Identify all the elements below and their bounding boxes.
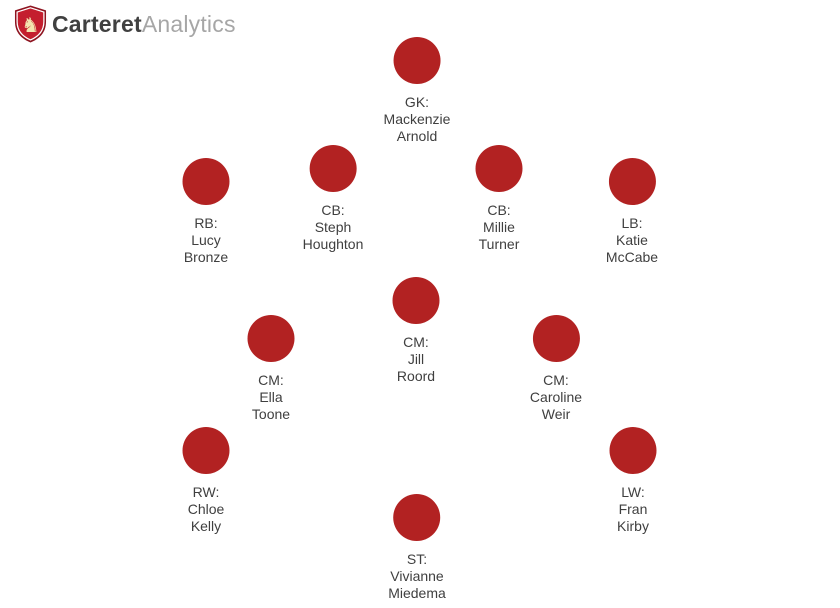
player-label: RW: Chloe Kelly xyxy=(187,483,225,534)
shield-lion-icon: ♞ xyxy=(14,5,47,43)
player-marker[interactable] xyxy=(609,426,657,474)
player-marker[interactable] xyxy=(247,314,295,362)
player-marker[interactable] xyxy=(475,144,523,192)
player-marker[interactable] xyxy=(532,314,580,362)
player-label: CM: Caroline Weir xyxy=(529,371,583,422)
player-node-rw-chloe-kelly[interactable]: RW: Chloe Kelly xyxy=(182,426,230,535)
player-node-cb-millie-turner[interactable]: CB: Millie Turner xyxy=(475,144,523,253)
player-label: CB: Steph Houghton xyxy=(302,201,364,252)
player-node-lb-katie-mccabe[interactable]: LB: Katie McCabe xyxy=(605,157,659,266)
player-label: RB: Lucy Bronze xyxy=(183,214,229,265)
player-marker[interactable] xyxy=(182,426,230,474)
player-marker[interactable] xyxy=(392,276,440,324)
player-label: LB: Katie McCabe xyxy=(605,214,659,265)
player-marker[interactable] xyxy=(393,493,441,541)
player-label: GK: Mackenzie Arnold xyxy=(383,93,451,144)
player-label: ST: Vivianne Miedema xyxy=(388,550,446,601)
player-node-cm-ella-toone[interactable]: CM: Ella Toone xyxy=(247,314,295,423)
svg-text:♞: ♞ xyxy=(21,15,39,37)
brand-name-secondary: Analytics xyxy=(141,10,236,37)
player-node-cm-jill-roord[interactable]: CM: Jill Roord xyxy=(392,276,440,385)
player-node-cm-caroline-weir[interactable]: CM: Caroline Weir xyxy=(529,314,583,423)
player-marker[interactable] xyxy=(182,157,230,205)
player-node-rb-lucy-bronze[interactable]: RB: Lucy Bronze xyxy=(182,157,230,266)
player-node-cb-steph-houghton[interactable]: CB: Steph Houghton xyxy=(302,144,364,253)
player-label: CM: Ella Toone xyxy=(251,371,291,422)
player-node-st-vivianne-miedema[interactable]: ST: Vivianne Miedema xyxy=(388,493,446,602)
player-node-gk-mackenzie-arnold[interactable]: GK: Mackenzie Arnold xyxy=(383,36,451,145)
brand-logo[interactable]: ♞ Carteret Analytics xyxy=(14,4,236,44)
brand-name-primary: Carteret xyxy=(52,10,142,37)
player-label: CB: Millie Turner xyxy=(478,201,520,252)
player-node-lw-fran-kirby[interactable]: LW: Fran Kirby xyxy=(609,426,657,535)
player-label: CM: Jill Roord xyxy=(396,333,436,384)
player-marker[interactable] xyxy=(608,157,656,205)
player-label: LW: Fran Kirby xyxy=(617,483,649,534)
player-marker[interactable] xyxy=(309,144,357,192)
player-marker[interactable] xyxy=(393,36,441,84)
